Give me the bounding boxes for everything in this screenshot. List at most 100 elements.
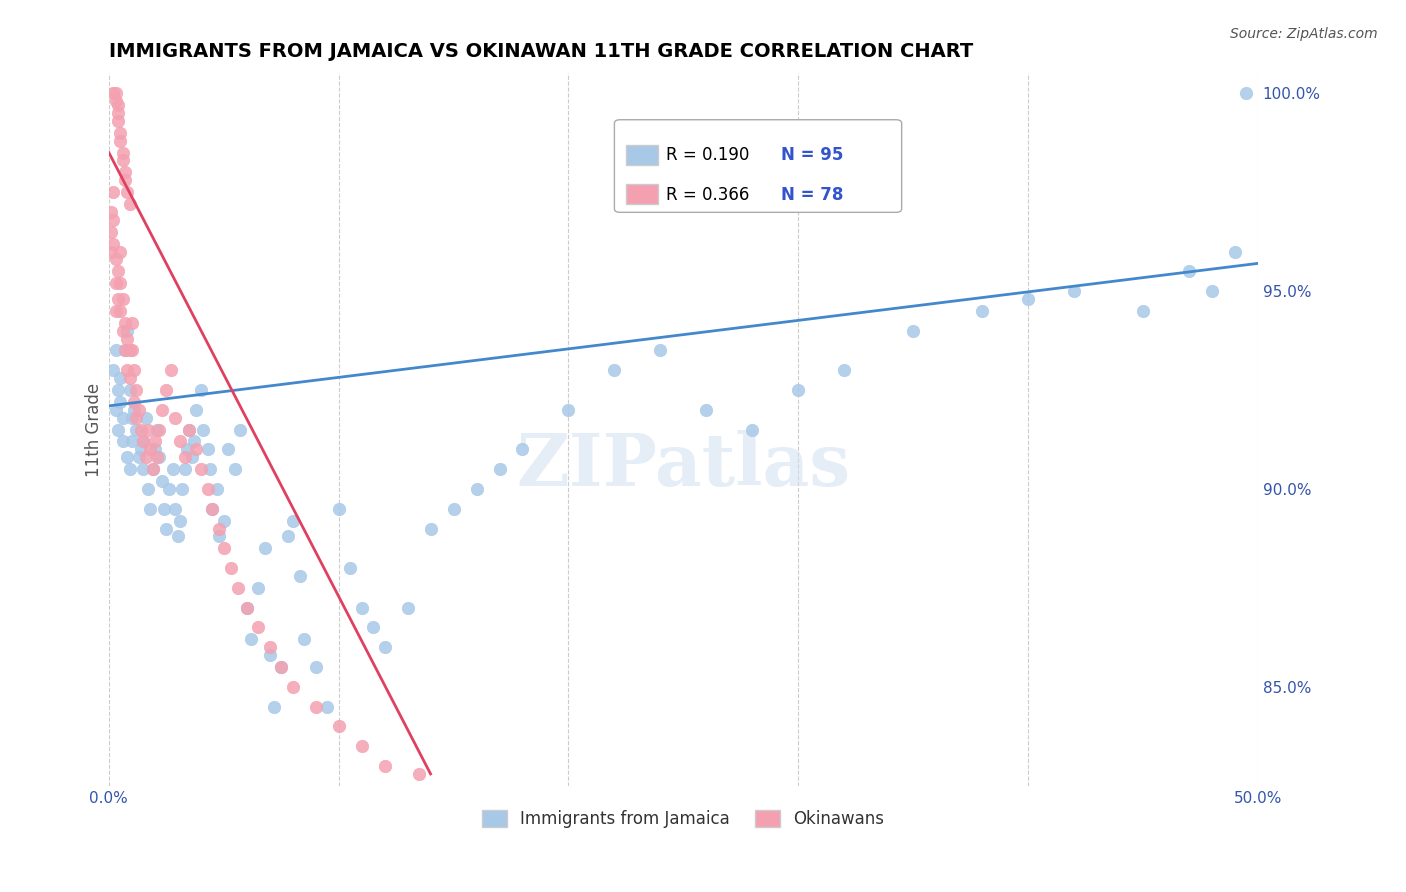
Point: [281, 680, 304, 694]
Point: [339, 561, 361, 575]
Point: [110, 244, 132, 259]
Point: [259, 640, 281, 655]
Point: [136, 423, 159, 437]
Point: [132, 462, 155, 476]
Point: [107, 98, 129, 112]
Point: [166, 529, 188, 543]
Point: [201, 501, 224, 516]
Point: [162, 462, 184, 476]
Point: [111, 324, 134, 338]
Point: [129, 442, 152, 457]
Point: [180, 450, 202, 465]
Point: [104, 94, 127, 108]
Point: [104, 252, 127, 267]
Point: [114, 173, 136, 187]
Point: [160, 363, 183, 377]
Point: [328, 719, 350, 733]
Point: [107, 106, 129, 120]
Point: [103, 87, 125, 101]
FancyBboxPatch shape: [626, 184, 658, 203]
Point: [1017, 292, 1039, 306]
Point: [114, 343, 136, 358]
Point: [465, 482, 488, 496]
Point: [212, 514, 235, 528]
Point: [263, 699, 285, 714]
Point: [305, 699, 328, 714]
Point: [115, 185, 138, 199]
Point: [135, 410, 157, 425]
Point: [104, 276, 127, 290]
Point: [186, 442, 208, 457]
Point: [104, 304, 127, 318]
Point: [396, 600, 419, 615]
Point: [157, 482, 180, 496]
Point: [198, 462, 221, 476]
Point: [350, 600, 373, 615]
Point: [741, 423, 763, 437]
Point: [122, 363, 145, 377]
Point: [136, 482, 159, 496]
Point: [165, 501, 187, 516]
Point: [408, 767, 430, 781]
Point: [111, 410, 134, 425]
Point: [1178, 264, 1201, 278]
Point: [374, 640, 396, 655]
Point: [288, 569, 311, 583]
Point: [205, 482, 228, 496]
Point: [107, 114, 129, 128]
Point: [201, 501, 224, 516]
Point: [197, 442, 219, 457]
Point: [557, 402, 579, 417]
Point: [107, 292, 129, 306]
Point: [132, 434, 155, 449]
Point: [118, 371, 141, 385]
Point: [259, 648, 281, 663]
Point: [190, 462, 212, 476]
Point: [172, 482, 194, 496]
Point: [118, 383, 141, 397]
Point: [135, 450, 157, 465]
Point: [153, 501, 176, 516]
Point: [115, 324, 138, 338]
Point: [110, 276, 132, 290]
Point: [146, 450, 169, 465]
Point: [419, 522, 441, 536]
Point: [118, 343, 141, 358]
Point: [107, 264, 129, 278]
Point: [1201, 284, 1223, 298]
Point: [1063, 284, 1085, 298]
Point: [103, 212, 125, 227]
Point: [155, 383, 177, 397]
Point: [118, 197, 141, 211]
Text: IMMIGRANTS FROM JAMAICA VS OKINAWAN 11TH GRADE CORRELATION CHART: IMMIGRANTS FROM JAMAICA VS OKINAWAN 11TH…: [108, 42, 973, 61]
Point: [235, 600, 257, 615]
Point: [217, 442, 239, 457]
Point: [107, 423, 129, 437]
Point: [650, 343, 672, 358]
Point: [183, 434, 205, 449]
Point: [208, 522, 231, 536]
Point: [1223, 244, 1246, 259]
Point: [165, 410, 187, 425]
Point: [104, 87, 127, 101]
Point: [281, 514, 304, 528]
Point: [488, 462, 510, 476]
Point: [115, 450, 138, 465]
Text: ZIPatlas: ZIPatlas: [516, 430, 851, 500]
Point: [695, 402, 717, 417]
Point: [173, 450, 195, 465]
Point: [110, 134, 132, 148]
Point: [115, 332, 138, 346]
Point: [1132, 304, 1154, 318]
Point: [121, 316, 143, 330]
Point: [374, 759, 396, 773]
Point: [110, 126, 132, 140]
Point: [328, 501, 350, 516]
Point: [277, 529, 299, 543]
Point: [122, 402, 145, 417]
Point: [219, 561, 242, 575]
Point: [176, 442, 198, 457]
Point: [103, 363, 125, 377]
Point: [150, 474, 173, 488]
Point: [292, 632, 315, 647]
